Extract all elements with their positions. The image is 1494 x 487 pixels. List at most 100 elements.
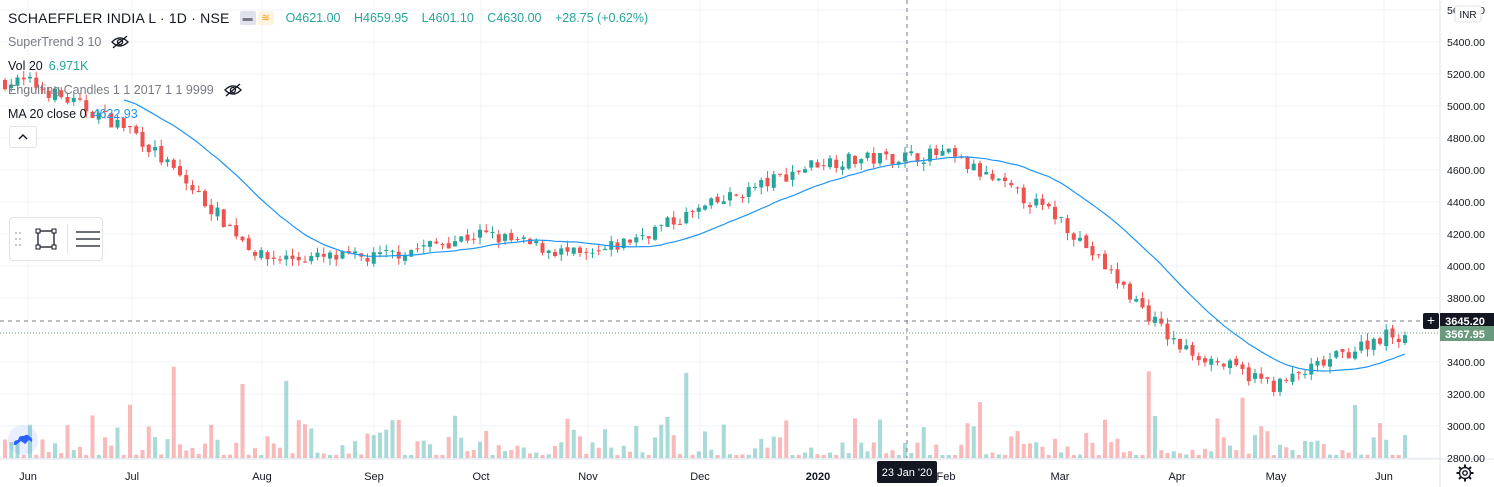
volume-bar [840, 442, 845, 458]
volume-bar [553, 446, 557, 458]
volume-bar [1084, 432, 1089, 458]
volume-bar [153, 437, 157, 458]
volume-bar [1234, 450, 1239, 458]
volume-bar [240, 383, 245, 458]
floating-drawing-toolbar[interactable] [9, 217, 103, 261]
candle-body [415, 248, 420, 250]
candle-body [534, 240, 539, 244]
rectangle-tool-icon[interactable] [33, 226, 59, 252]
volume-bar [459, 437, 464, 458]
indicator-engulfing[interactable]: Engulfing Candles 1 1 2017 1 1 9999 [8, 78, 658, 102]
volume-bar [253, 448, 257, 458]
indicator-volume[interactable]: Vol 20 6.971K [8, 54, 658, 78]
indicator-name: Vol 20 [8, 59, 43, 73]
volume-bar [334, 454, 339, 458]
candle-body [1221, 363, 1226, 367]
candle-body [1284, 379, 1289, 381]
candle-body [734, 194, 739, 196]
volume-bar [496, 445, 501, 458]
volume-bar [734, 454, 739, 458]
candle-body [1065, 218, 1070, 234]
indicator-supertrend[interactable]: SuperTrend 3 10 [8, 30, 658, 54]
candle-body [715, 196, 720, 203]
candle-body [765, 177, 770, 187]
volume-bar [828, 452, 832, 458]
volume-bar [115, 427, 120, 458]
eye-off-icon[interactable] [111, 35, 130, 49]
menu-icon[interactable] [74, 228, 102, 250]
candle-body [240, 236, 245, 241]
candle-body [665, 217, 670, 227]
collapse-legend-button[interactable] [9, 126, 37, 148]
tradingview-logo-icon[interactable] [8, 425, 38, 455]
volume-bar [1134, 454, 1139, 458]
volume-bar [515, 445, 520, 458]
candle-body [834, 159, 839, 168]
eye-off-icon[interactable] [223, 83, 242, 97]
volume-bar [346, 453, 351, 458]
symbol-title[interactable]: SCHAEFFLER INDIA L · 1D · NSE [8, 10, 230, 26]
candle-body [1334, 351, 1339, 358]
candle-body [365, 257, 370, 262]
volume-bar [1315, 440, 1320, 458]
volume-bar [1034, 442, 1039, 458]
volume-bar [934, 444, 939, 458]
gear-icon[interactable] [1456, 464, 1474, 482]
candle-body [546, 250, 551, 253]
volume-bar [71, 449, 76, 458]
candle-body [671, 217, 676, 225]
time-tick-label: Aug [252, 471, 272, 483]
last-price-label: 3567.95 [1445, 329, 1485, 341]
candle-body [909, 151, 914, 154]
candle-body [40, 88, 45, 90]
candle-body [1115, 269, 1120, 284]
candle-body [590, 252, 595, 254]
candle-body [846, 153, 851, 169]
time-tick-label: Dec [690, 471, 710, 483]
volume-bar [728, 454, 732, 458]
drag-handle-icon[interactable] [13, 229, 23, 249]
volume-bar [59, 453, 64, 458]
candle-body [521, 237, 526, 239]
candle-body [378, 252, 382, 255]
volume-bar [753, 448, 757, 458]
candle-body [621, 238, 626, 249]
candle-body [634, 237, 639, 243]
candle-body [290, 255, 295, 259]
candle-body [203, 190, 207, 207]
candle-body [553, 252, 557, 257]
volume-bar [565, 418, 570, 458]
volume-bar [634, 426, 639, 458]
volume-bar [446, 436, 451, 458]
volume-bar [1309, 441, 1314, 458]
volume-bar [1353, 405, 1357, 458]
volume-bar [1146, 371, 1151, 458]
candle-body [315, 252, 320, 258]
candle-body [459, 236, 464, 242]
volume-bar [171, 366, 176, 458]
volume-bar [1128, 451, 1132, 458]
volume-bar [40, 439, 45, 458]
volume-bar [621, 445, 626, 458]
volume-bar [978, 402, 982, 458]
candle-body [1246, 367, 1251, 382]
volume-bar [640, 452, 645, 458]
indicator-ma[interactable]: MA 20 close 0 4622.93 [8, 102, 658, 126]
volume-bar [1371, 437, 1376, 458]
candle-body [653, 226, 657, 240]
ohlc-low: L4601.10 [421, 11, 474, 25]
candle-body [428, 241, 432, 247]
volume-bar [953, 454, 957, 458]
volume-bar [878, 419, 882, 458]
candle-body [796, 170, 801, 172]
volume-bar [853, 418, 857, 458]
volume-bar [1284, 447, 1289, 458]
candle-body [584, 252, 589, 254]
candle-body [1203, 358, 1207, 363]
candle-body [721, 201, 726, 205]
plus-icon[interactable]: + [1427, 312, 1435, 328]
chevron-up-icon [18, 134, 28, 140]
candle-body [265, 252, 270, 260]
candle-body [1153, 316, 1157, 323]
